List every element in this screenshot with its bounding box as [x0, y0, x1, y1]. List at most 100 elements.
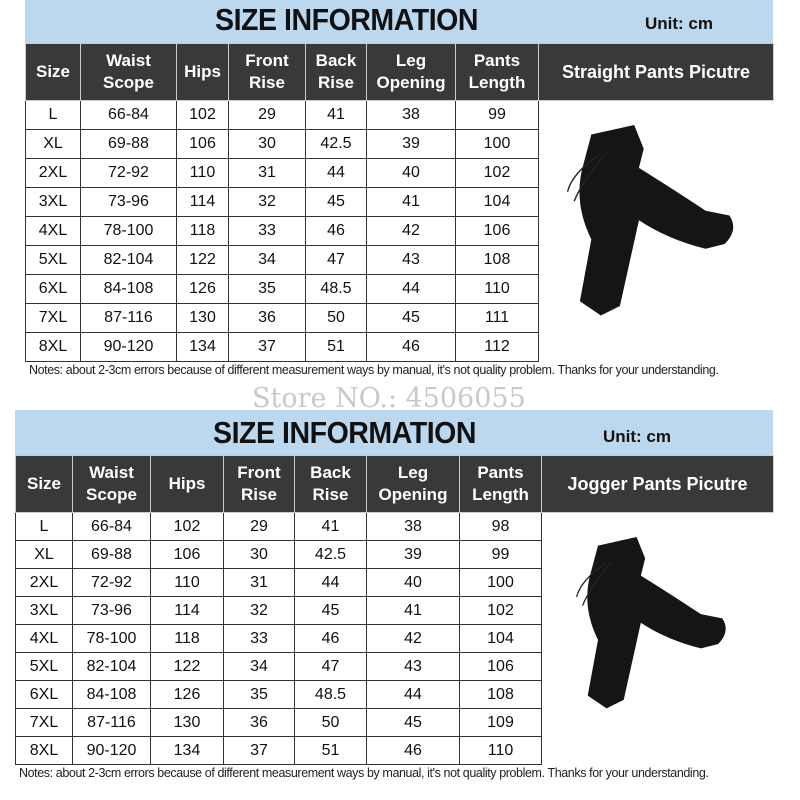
table-cell: 48.5	[294, 680, 367, 709]
table-cell: 84-108	[72, 680, 151, 709]
table-cell: 33	[228, 216, 306, 246]
column-header: Hips	[150, 455, 224, 513]
jogger-pants-image	[541, 512, 774, 765]
table-cell: 69-88	[80, 129, 177, 159]
unit-label: Unit: cm	[645, 14, 713, 33]
table-cell: 43	[366, 652, 460, 681]
table-cell: 99	[459, 540, 542, 569]
table-cell: 82-104	[72, 652, 151, 681]
table-cell: 38	[366, 100, 456, 130]
table-cell: 46	[305, 216, 367, 246]
table-cell: 110	[176, 158, 229, 188]
table-cell: 102	[459, 596, 542, 625]
table-cell: 42.5	[294, 540, 367, 569]
table-cell: 87-116	[80, 303, 177, 333]
table-cell: 42	[366, 216, 456, 246]
table-cell: 72-92	[80, 158, 177, 188]
table-cell: 31	[223, 568, 295, 597]
column-header: Back Rise	[305, 43, 367, 101]
table-cell: 78-100	[80, 216, 177, 246]
table-cell: 106	[176, 129, 229, 159]
table-cell: 90-120	[80, 332, 177, 362]
table-cell: 98	[459, 512, 542, 541]
table-cell: 84-108	[80, 274, 177, 304]
table-row: 4XL 78-100 118 33 46 42 104	[15, 624, 774, 653]
title-band: SIZE INFORMATION Unit: cm	[15, 410, 773, 455]
table-cell: 2XL	[25, 158, 81, 188]
table-cell: 72-92	[72, 568, 151, 597]
table-cell: 66-84	[80, 100, 177, 130]
table-cell: 42	[366, 624, 460, 653]
table-cell: 41	[366, 596, 460, 625]
straight-pants-image	[538, 100, 774, 362]
table-cell: 82-104	[80, 245, 177, 275]
table-cell: 87-116	[72, 708, 151, 737]
table-cell: 134	[150, 736, 224, 765]
table-cell: 37	[228, 332, 306, 362]
table-cell: 29	[223, 512, 295, 541]
table-cell: 40	[366, 158, 456, 188]
table-cell: 46	[366, 736, 460, 765]
store-watermark: Store NO.: 4506055	[252, 383, 526, 414]
table-cell: 40	[366, 568, 460, 597]
table-cell: 102	[455, 158, 539, 188]
table-cell: 39	[366, 540, 460, 569]
table-cell: 35	[228, 274, 306, 304]
table-cell: 51	[305, 332, 367, 362]
table-cell: 134	[176, 332, 229, 362]
table-cell: 6XL	[25, 274, 81, 304]
table-row: L 66-84 102 29 41 38 99	[25, 100, 774, 362]
table-row: 5XL 82-104 122 34 47 43 108	[25, 245, 774, 275]
table-cell: 39	[366, 129, 456, 159]
table-cell: 41	[294, 512, 367, 541]
size-table: Size Waist Scope Hips Front Rise Back Rise Le…	[25, 43, 774, 362]
table-row: 7XL 87-116 130 36 50 45 111	[25, 303, 774, 333]
table-cell: 90-120	[72, 736, 151, 765]
table-cell: 37	[223, 736, 295, 765]
table-cell: 36	[228, 303, 306, 333]
chart-title: SIZE INFORMATION	[215, 2, 479, 37]
column-header: Leg Opening	[366, 43, 456, 101]
table-cell: 100	[455, 129, 539, 159]
table-cell: 34	[228, 245, 306, 275]
table-cell: 44	[294, 568, 367, 597]
table-row: 8XL 90-120 134 37 51 46 110	[15, 736, 774, 765]
chart-title: SIZE INFORMATION	[213, 415, 477, 450]
table-cell: 30	[228, 129, 306, 159]
table-cell: 102	[176, 100, 229, 130]
column-header: Jogger Pants Picutre	[541, 455, 774, 513]
table-cell: 41	[366, 187, 456, 217]
table-cell: 126	[176, 274, 229, 304]
table-cell: L	[25, 100, 81, 130]
table-cell: L	[15, 512, 73, 541]
table-cell: 7XL	[25, 303, 81, 333]
table-cell: 43	[366, 245, 456, 275]
table-cell: 45	[366, 303, 456, 333]
table-row: 6XL 84-108 126 35 48.5 44 108	[15, 680, 774, 709]
table-row: 6XL 84-108 126 35 48.5 44 110	[25, 274, 774, 304]
table-cell: 47	[305, 245, 367, 275]
table-cell: 102	[150, 512, 224, 541]
table-cell: 34	[223, 652, 295, 681]
table-cell: 45	[366, 708, 460, 737]
table-cell: 47	[294, 652, 367, 681]
table-cell: XL	[25, 129, 81, 159]
table-cell: 2XL	[15, 568, 73, 597]
table-cell: 114	[150, 596, 224, 625]
table-cell: 118	[150, 624, 224, 653]
table-cell: 8XL	[15, 736, 73, 765]
table-cell: 29	[228, 100, 306, 130]
table-cell: 130	[176, 303, 229, 333]
table-cell: 51	[294, 736, 367, 765]
table-cell: 45	[305, 187, 367, 217]
table-cell: 99	[455, 100, 539, 130]
table-cell: 3XL	[15, 596, 73, 625]
table-cell: 50	[294, 708, 367, 737]
column-header: Pants Length	[455, 43, 539, 101]
table-cell: 114	[176, 187, 229, 217]
notes-text: Notes: about 2-3cm errors because of dif…	[29, 363, 719, 377]
header-row: Size Waist Scope Hips Front Rise Back Rise Le…	[25, 43, 774, 101]
table-cell: 42.5	[305, 129, 367, 159]
table-cell: 111	[455, 303, 539, 333]
table-row: 8XL 90-120 134 37 51 46 112	[25, 332, 774, 362]
